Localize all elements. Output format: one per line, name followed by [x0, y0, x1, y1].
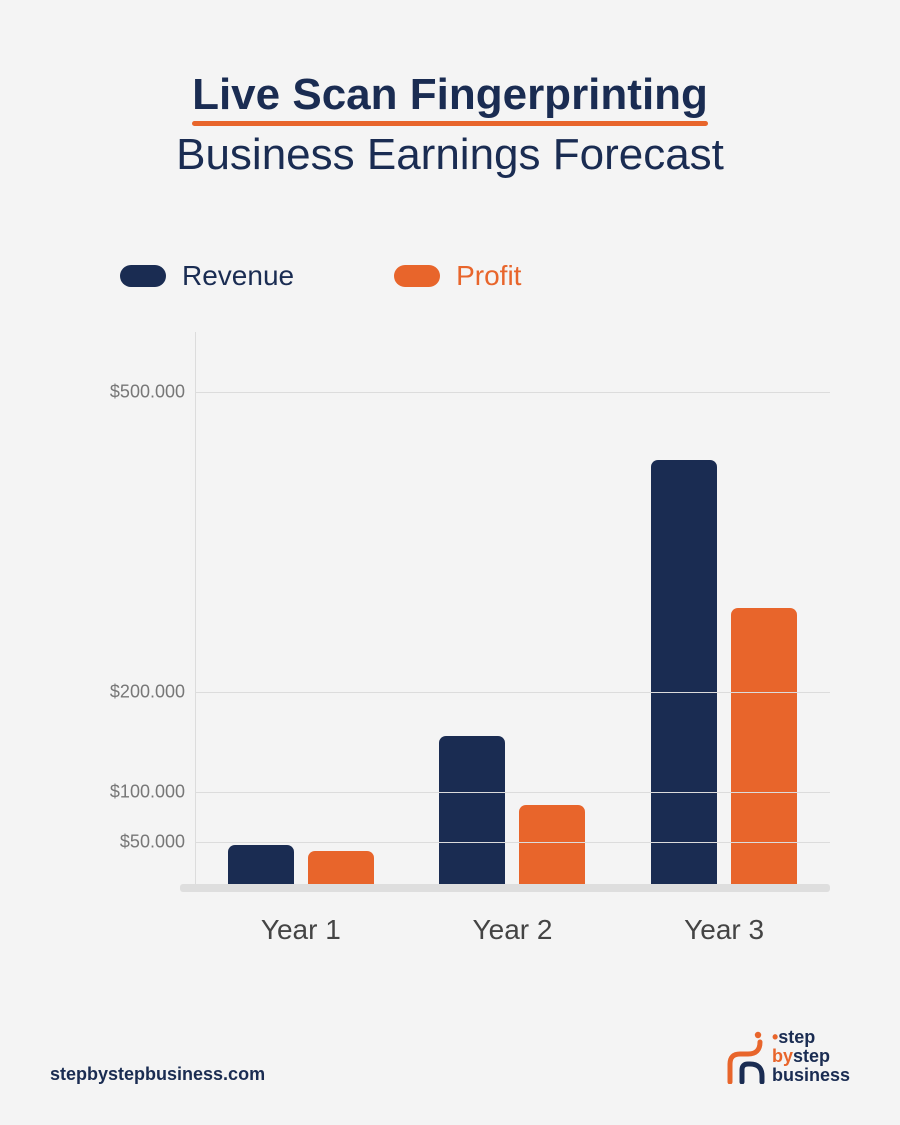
x-tick-label: Year 2: [473, 914, 553, 946]
x-axis-labels: Year 1 Year 2 Year 3: [195, 914, 830, 946]
gridline: [195, 842, 830, 843]
chart-legend: Revenue Profit: [50, 260, 850, 292]
gridline: [195, 792, 830, 793]
bar: [308, 851, 374, 885]
bar-group: [651, 460, 797, 884]
footer-url: stepbystepbusiness.com: [50, 1064, 265, 1085]
legend-swatch-profit: [394, 265, 440, 287]
logo-text: •step bystep business: [772, 1028, 850, 1085]
title-line2: Business Earnings Forecast: [50, 130, 850, 180]
y-tick-label: $100.000: [85, 782, 185, 803]
gridline: [195, 692, 830, 693]
legend-label-revenue: Revenue: [182, 260, 294, 292]
bar: [228, 845, 294, 884]
logo-line3: business: [772, 1066, 850, 1085]
bar: [519, 805, 585, 884]
bar: [651, 460, 717, 884]
y-tick-label: $200.000: [85, 682, 185, 703]
bar-group: [439, 736, 585, 884]
logo-mark-icon: [726, 1030, 766, 1084]
legend-swatch-revenue: [120, 265, 166, 287]
title-underline: [192, 121, 708, 126]
y-tick-label: $500.000: [85, 382, 185, 403]
brand-logo: •step bystep business: [726, 1028, 850, 1085]
footer: stepbystepbusiness.com •step bystep busi…: [50, 1028, 850, 1085]
bars-container: [195, 332, 830, 884]
bar-chart: Year 1Year 2Year 3 $500.000$200.000$100.…: [80, 332, 830, 892]
bar: [439, 736, 505, 884]
logo-line2: bystep: [772, 1047, 850, 1066]
bar-group: [228, 845, 374, 884]
x-tick-label: Year 3: [684, 914, 764, 946]
logo-line1: •step: [772, 1028, 850, 1047]
title-block: Live Scan Fingerprinting Business Earnin…: [50, 70, 850, 180]
legend-label-profit: Profit: [456, 260, 521, 292]
x-tick-label: Year 1: [261, 914, 341, 946]
gridline: [195, 392, 830, 393]
title-text-1: Live Scan Fingerprinting: [192, 70, 708, 119]
y-tick-label: $50.000: [85, 832, 185, 853]
x-axis-baseline: [180, 884, 830, 892]
title-line1: Live Scan Fingerprinting: [192, 70, 708, 124]
legend-item-revenue: Revenue: [120, 260, 294, 292]
legend-item-profit: Profit: [394, 260, 521, 292]
